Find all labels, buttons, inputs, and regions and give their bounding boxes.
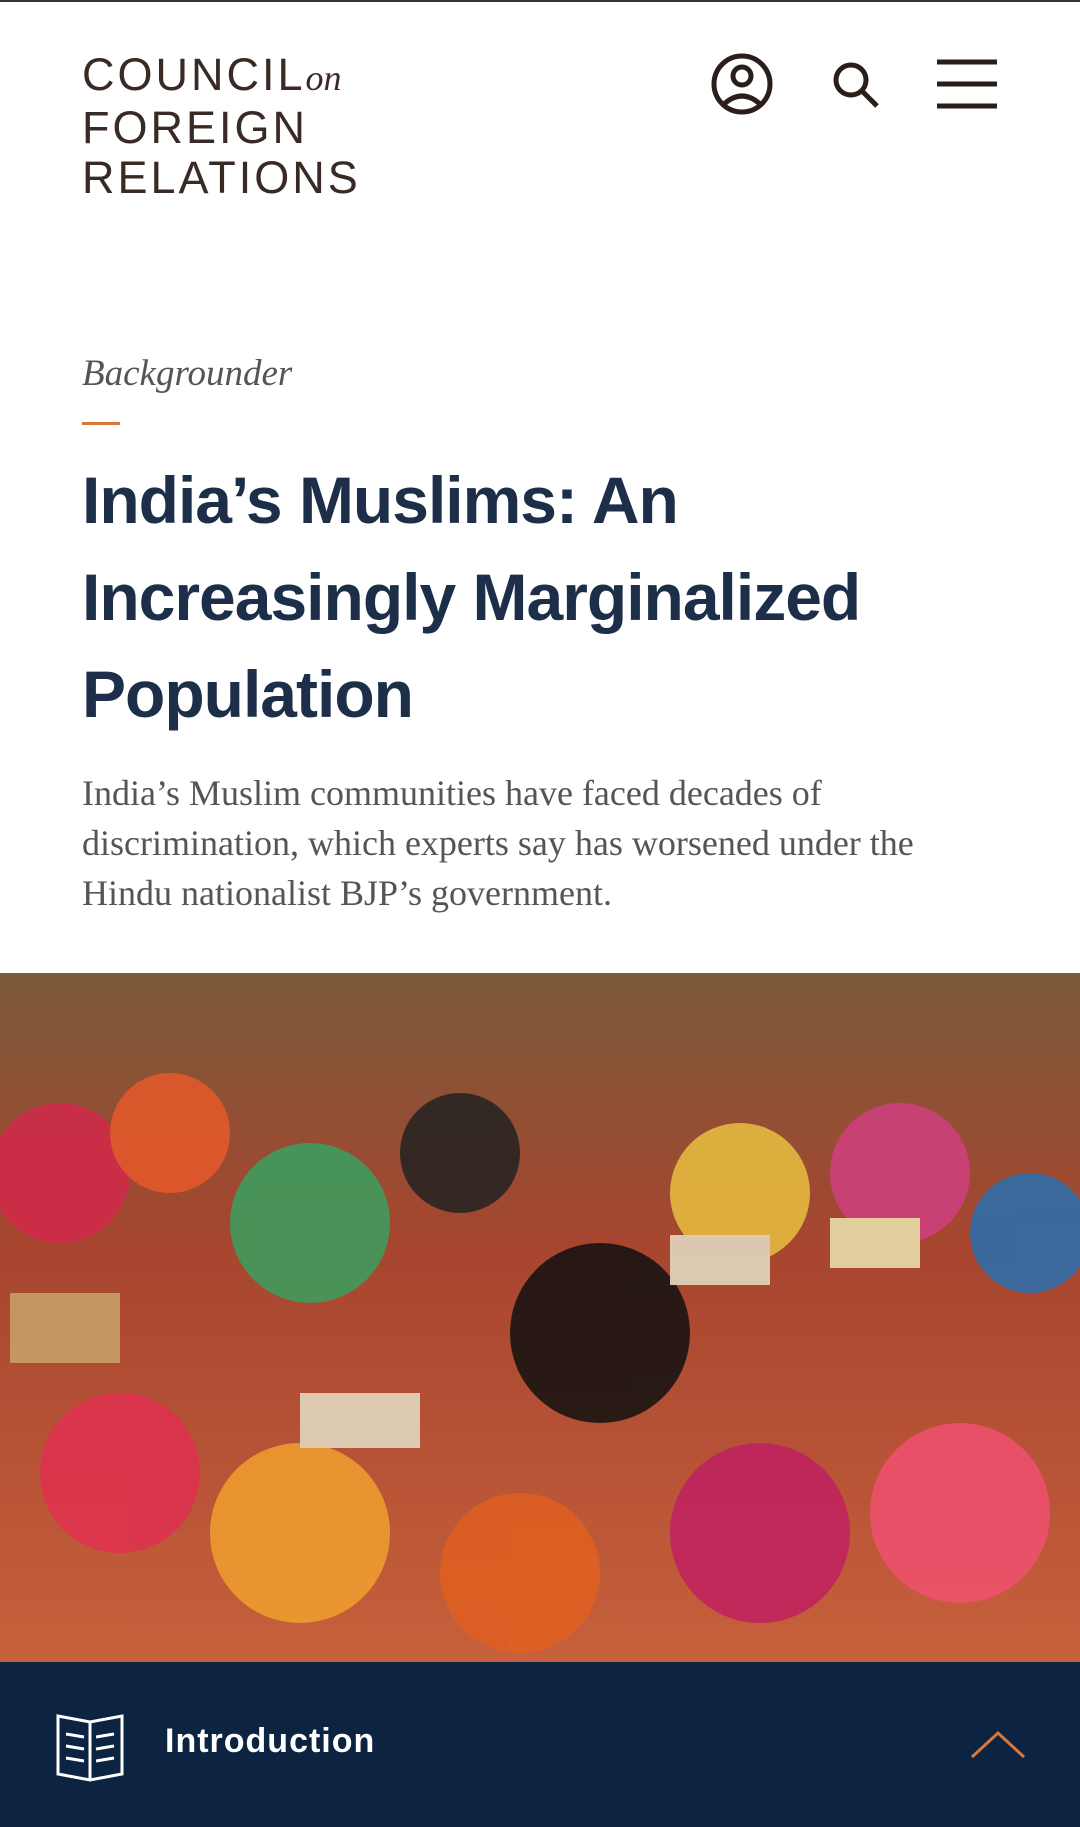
menu-icon[interactable] — [937, 59, 997, 109]
book-icon — [56, 1714, 124, 1782]
header-icons — [711, 53, 997, 115]
hero-photo — [0, 973, 1080, 1662]
expand-chevron[interactable] — [970, 1730, 1026, 1759]
logo-text: COUNCIL — [82, 49, 306, 100]
logo-text: RELATIONS — [82, 152, 361, 203]
logo-text: FOREIGN — [82, 102, 309, 153]
article-label: Backgrounder — [82, 353, 293, 394]
section-title: Introduction — [165, 1722, 376, 1760]
logo[interactable]: COUNCILon FOREIGN RELATIONS — [82, 50, 361, 203]
article-title: India’s Muslims: An Increasingly Margina… — [82, 463, 861, 731]
article-summary: India’s Muslim communities have faced de… — [82, 773, 914, 913]
section-nav[interactable]: Introduction — [0, 1662, 1080, 1827]
top-border — [0, 0, 1080, 2]
nav-icons — [56, 1714, 1026, 1782]
logo-text: on — [305, 58, 342, 98]
account-icon[interactable] — [711, 53, 773, 115]
search-icon[interactable] — [833, 62, 879, 108]
divider — [82, 422, 120, 425]
